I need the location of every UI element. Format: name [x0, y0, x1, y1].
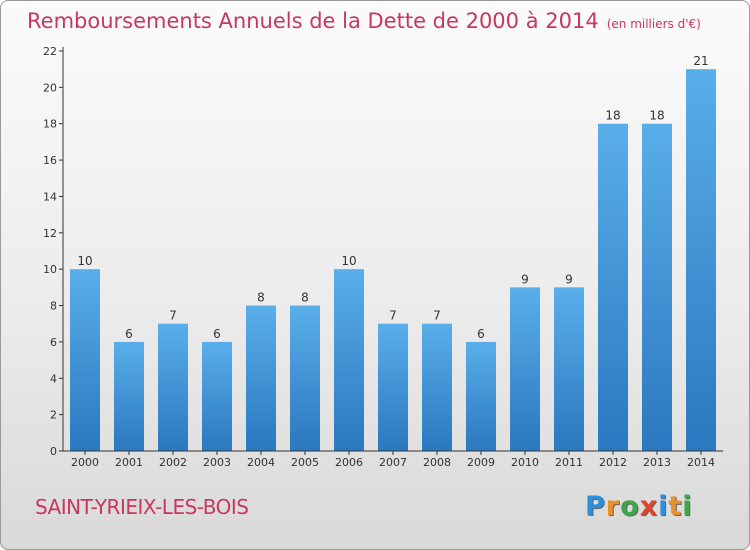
data-label-2000: 10	[77, 254, 92, 268]
x-tick-label-2008: 2008	[423, 456, 451, 469]
data-label-2006: 10	[341, 254, 356, 268]
x-tick-label-2006: 2006	[335, 456, 363, 469]
proxiti-logo: Proxiti	[585, 491, 693, 522]
y-tick-label: 16	[43, 154, 57, 167]
data-label-2007: 7	[389, 309, 397, 323]
data-label-2005: 8	[301, 291, 309, 305]
x-tick-label-2010: 2010	[511, 456, 539, 469]
data-label-2001: 6	[125, 327, 133, 341]
bar-2012	[598, 123, 628, 452]
data-label-2009: 6	[477, 327, 485, 341]
bar-2003	[202, 341, 232, 451]
x-tick-label-2005: 2005	[291, 456, 319, 469]
bar-2013	[642, 123, 672, 452]
bar-2009	[466, 341, 496, 451]
commune-name: SAINT-YRIEIX-LES-BOIS	[35, 495, 249, 519]
chart-title: Remboursements Annuels de la Dette de 20…	[27, 9, 701, 33]
bar-2001	[114, 341, 144, 451]
bar-2008	[422, 323, 452, 451]
bar-2006	[334, 269, 364, 451]
logo-letter: P	[585, 491, 606, 522]
x-tick-label-2001: 2001	[115, 456, 143, 469]
bar-2014	[686, 69, 716, 451]
data-label-2002: 7	[169, 309, 177, 323]
x-tick-label-2000: 2000	[71, 456, 99, 469]
x-tick-label-2003: 2003	[203, 456, 231, 469]
x-tick-label-2014: 2014	[687, 456, 715, 469]
y-tick-label: 18	[43, 118, 57, 131]
x-tick-label-2002: 2002	[159, 456, 187, 469]
y-tick-label: 10	[43, 263, 57, 276]
y-tick-label: 12	[43, 227, 57, 240]
y-tick-label: 20	[43, 81, 57, 94]
x-tick-label-2004: 2004	[247, 456, 275, 469]
y-tick-label: 0	[50, 445, 57, 458]
data-label-2008: 7	[433, 309, 441, 323]
data-label-2013: 18	[649, 109, 664, 123]
logo-letter: i	[682, 491, 693, 522]
logo-letter: i	[658, 491, 669, 522]
bar-2010	[510, 287, 540, 451]
data-label-2004: 8	[257, 291, 265, 305]
x-tick-label-2011: 2011	[555, 456, 583, 469]
bar-2004	[246, 305, 276, 451]
bar-2007	[378, 323, 408, 451]
chart-unit: (en milliers d'€)	[606, 17, 701, 31]
bar-2000	[70, 269, 100, 451]
data-label-2003: 6	[213, 327, 221, 341]
x-tick-label-2013: 2013	[643, 456, 671, 469]
bar-2002	[158, 323, 188, 451]
data-label-2010: 9	[521, 272, 529, 286]
x-tick-label-2007: 2007	[379, 456, 407, 469]
y-tick-label: 8	[50, 300, 57, 313]
y-tick-label: 4	[50, 372, 57, 385]
data-label-2011: 9	[565, 272, 573, 286]
y-tick-label: 6	[50, 336, 57, 349]
chart-title-text: Remboursements Annuels de la Dette de 20…	[27, 9, 599, 33]
y-tick-label: 2	[50, 409, 57, 422]
y-tick-label: 14	[43, 190, 57, 203]
y-tick-label: 22	[43, 45, 57, 58]
x-tick-label-2009: 2009	[467, 456, 495, 469]
data-label-2014: 21	[693, 54, 708, 68]
logo-letter: t	[668, 491, 683, 522]
logo-letter: o	[620, 491, 640, 522]
x-tick-label-2012: 2012	[599, 456, 627, 469]
data-label-2012: 18	[605, 109, 620, 123]
logo-letter: x	[639, 491, 659, 522]
bar-2005	[290, 305, 320, 451]
bar-2011	[554, 287, 584, 451]
logo-letter: r	[605, 491, 621, 522]
